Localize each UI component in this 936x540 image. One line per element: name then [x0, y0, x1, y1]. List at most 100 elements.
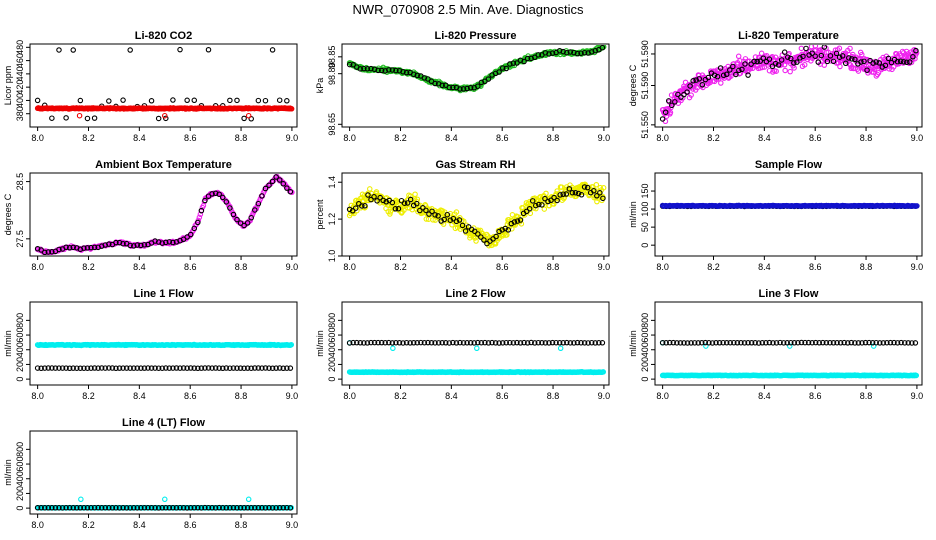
data-point: [578, 340, 584, 346]
y-tick-label: 150: [640, 184, 650, 199]
data-point: [791, 60, 797, 66]
data-point: [886, 66, 892, 72]
data-point: [59, 365, 66, 371]
data-point: [493, 233, 499, 240]
chart-panel-5: Gas Stream RH 8.0 8.2 8.4 8.6 8.8 9.0 1.0 1.2 1.4…: [315, 159, 610, 272]
data-point: [435, 213, 441, 219]
data-point: [913, 47, 919, 54]
data-point: [709, 340, 716, 346]
data-point: [864, 67, 870, 73]
data-point: [273, 365, 279, 371]
data-point: [539, 339, 545, 346]
data-point: [575, 190, 582, 197]
data-point: [56, 505, 62, 511]
data-point: [905, 340, 912, 346]
data-point: [560, 191, 566, 197]
data-point: [429, 208, 435, 215]
data-point: [230, 211, 237, 218]
data-point: [524, 55, 531, 62]
data-point: [450, 218, 456, 224]
chart-panel-1: Li-820 CO2 8.0 8.2 8.4 8.6 8.8 9.0 380400420440…: [3, 30, 298, 143]
data-point: [507, 61, 513, 67]
data-point: [453, 209, 460, 215]
data-point: [553, 339, 559, 346]
data-point: [396, 67, 403, 74]
data-point: [884, 339, 890, 346]
data-point: [600, 369, 607, 375]
data-point: [859, 51, 865, 58]
data-point: [288, 341, 295, 348]
data-point: [403, 69, 410, 76]
y-tick-label: 460: [15, 53, 25, 68]
data-point: [245, 496, 252, 503]
data-point: [280, 365, 287, 372]
page-title: NWR_070908 2.5 Min. Ave. Diagnostics: [352, 2, 584, 17]
data-point: [34, 365, 41, 371]
y-tick-label: 420: [15, 80, 25, 95]
data-point: [734, 339, 741, 346]
data-point: [120, 240, 126, 247]
x-tick-label: 8.2: [394, 133, 407, 143]
x-tick-label: 8.6: [809, 262, 822, 272]
data-point: [800, 53, 806, 60]
x-tick-label: 8.0: [31, 262, 44, 272]
data-point: [367, 186, 373, 192]
data-point: [109, 505, 116, 511]
data-point: [116, 365, 123, 371]
data-point: [202, 197, 208, 204]
data-point: [196, 214, 203, 221]
data-point: [191, 225, 198, 232]
data-point: [489, 339, 495, 346]
chart-panel-4: Ambient Box Temperature 8.0 8.2 8.4 8.6 8.8 9.…: [3, 159, 298, 272]
data-point: [375, 339, 381, 346]
x-tick-label: 8.4: [758, 391, 771, 401]
data-point: [760, 55, 767, 61]
data-point: [400, 69, 406, 75]
data-point: [234, 365, 240, 371]
data-point: [688, 92, 694, 98]
data-point: [514, 339, 520, 346]
data-point: [713, 339, 719, 346]
data-point: [219, 505, 226, 511]
y-tick-label: 0: [15, 377, 25, 382]
y-tick-label: 200: [327, 357, 337, 372]
data-point: [284, 185, 290, 191]
data-point: [209, 365, 215, 371]
data-point: [41, 505, 48, 511]
data-point: [227, 505, 233, 511]
x-tick-label: 9.0: [286, 520, 299, 530]
data-point: [830, 340, 837, 346]
data-point: [145, 504, 151, 511]
data-point: [775, 62, 782, 68]
data-point: [134, 505, 141, 511]
data-point: [404, 200, 411, 206]
data-point: [705, 74, 712, 81]
x-tick-label: 8.6: [184, 133, 197, 143]
y-tick-label: 480: [15, 40, 25, 55]
data-point: [674, 340, 680, 346]
data-point: [836, 45, 843, 52]
data-point: [74, 365, 80, 371]
data-point: [511, 219, 518, 225]
chart-panel-7: Line 1 Flow 8.0 8.2 8.4 8.6 8.8 9.0 0 2004006008…: [3, 288, 298, 401]
data-point: [815, 59, 822, 65]
data-point: [430, 217, 436, 223]
y-tick-label: 800: [640, 313, 650, 328]
data-point: [439, 339, 445, 346]
data-point: [711, 72, 718, 78]
data-point: [485, 340, 492, 346]
data-point: [252, 207, 258, 213]
data-point: [592, 340, 599, 346]
chart-title: Li-820 Temperature: [738, 30, 839, 42]
data-point: [223, 199, 230, 205]
data-point: [152, 238, 158, 244]
data-point: [423, 216, 430, 222]
data-point: [155, 505, 162, 511]
x-tick-label: 8.0: [343, 133, 356, 143]
x-tick-label: 9.0: [286, 133, 299, 143]
y-tick-label: 51.550: [640, 111, 650, 139]
data-point: [847, 45, 853, 52]
data-point: [745, 72, 751, 78]
data-point: [432, 212, 438, 218]
data-point: [578, 50, 584, 56]
